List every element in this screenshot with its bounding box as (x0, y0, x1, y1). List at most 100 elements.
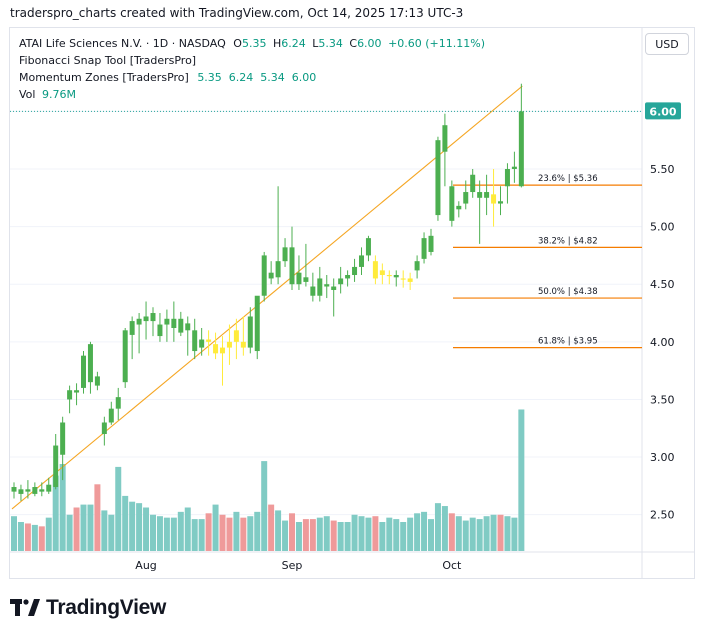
volume-bar (94, 484, 101, 551)
volume-bar (421, 511, 428, 551)
candle-body (442, 125, 448, 152)
volume-bar (73, 507, 80, 551)
candle-body (240, 341, 246, 348)
volume-bar (66, 514, 73, 551)
volume-bar (184, 507, 191, 551)
volume-bar (469, 517, 476, 551)
volume-bar (518, 409, 525, 551)
candle-body (456, 205, 462, 210)
volume-bar (428, 519, 434, 551)
candle-body (338, 278, 344, 285)
candle-body (400, 278, 406, 280)
volume-bar (337, 522, 344, 551)
candle-body (81, 355, 86, 388)
volume-bar (150, 514, 156, 551)
open-label: O (233, 37, 242, 50)
volume-bar (379, 522, 386, 551)
candle-body (32, 487, 38, 494)
candle-body (345, 274, 351, 279)
y-tick-label: 5.50 (650, 163, 675, 176)
volume-bar (295, 522, 302, 551)
volume-bar (358, 516, 365, 551)
candle-body (39, 489, 45, 492)
volume-bar (156, 516, 163, 551)
candle-body (206, 339, 212, 342)
candle-body (136, 318, 142, 325)
fib-level-label: 50.0% | $4.38 (538, 287, 598, 297)
tradingview-logo-icon (10, 599, 40, 616)
candle-body (108, 408, 114, 423)
volume-bar (282, 520, 289, 551)
candle-body (185, 323, 191, 331)
volume-bar (414, 513, 421, 551)
candle-body (428, 235, 434, 252)
candle-body (247, 316, 253, 348)
tradingview-logo[interactable]: TradingView (10, 596, 166, 620)
change-value: +0.60 (+11.11%) (388, 37, 486, 50)
candle-body (157, 324, 163, 337)
close-value: 6.00 (357, 37, 382, 50)
y-tick-label: 4.00 (650, 336, 675, 349)
chart-caption: traderspro_charts created with TradingVi… (10, 6, 464, 20)
candle-body (94, 376, 100, 386)
symbol-title[interactable]: ATAI Life Sciences N.V. · 1D · NASDAQ (19, 37, 226, 50)
volume-bar (233, 511, 240, 551)
candle-body (226, 341, 232, 348)
volume-bar (38, 526, 45, 551)
volume-bar (31, 524, 38, 551)
volume-bar (323, 516, 330, 551)
currency-button[interactable]: USD (645, 33, 689, 55)
volume-bar (309, 519, 316, 551)
candle-body (74, 390, 80, 393)
candle-body (171, 318, 177, 329)
candle-body (254, 295, 260, 352)
volume-bar (212, 504, 219, 551)
candle-body (518, 111, 524, 187)
volume-bar (448, 513, 455, 551)
candle-body (511, 166, 517, 169)
candle-body (275, 261, 281, 278)
volume-bar (17, 522, 24, 551)
y-tick-label: 5.00 (650, 221, 675, 234)
candle-body (470, 174, 476, 193)
low-label: L (312, 37, 319, 50)
volume-bar (198, 519, 205, 551)
volume-bar (52, 475, 59, 551)
volume-bar (24, 523, 31, 551)
legend-volume[interactable]: Vol 9.76M (19, 86, 485, 103)
volume-bar (289, 513, 295, 551)
candle-body (484, 192, 490, 198)
volume-bar (45, 517, 52, 551)
last-price-badge (645, 102, 681, 120)
last-price-badge-label: 6.00 (649, 105, 676, 118)
candle-body (46, 484, 52, 492)
candle-body (498, 201, 503, 204)
y-tick-label: 4.50 (650, 278, 675, 291)
tradingview-wordmark: TradingView (46, 596, 167, 619)
candle-body (53, 445, 59, 488)
candle-body (213, 344, 219, 354)
candle-body (352, 266, 358, 275)
volume-bar (59, 464, 66, 551)
candle-body (435, 140, 441, 216)
volume-bar (240, 517, 247, 551)
volume-bar (191, 519, 198, 551)
candle-body (11, 487, 17, 492)
candle-body (504, 168, 510, 187)
volume-bar (330, 520, 337, 551)
chart-frame (9, 27, 695, 579)
volume-bar (497, 514, 504, 551)
volume-bar (372, 516, 379, 551)
volume-bar (11, 516, 17, 551)
volume-bar (316, 517, 323, 551)
volume-bar (434, 503, 441, 551)
legend-indicator-fib[interactable]: Fibonacci Snap Tool [TradersPro] (19, 52, 485, 69)
legend-indicator-momentum[interactable]: Momentum Zones [TradersPro] 5.35 6.24 5.… (19, 69, 485, 86)
volume-bar (365, 517, 372, 551)
candle-body (282, 247, 288, 262)
volume-bar (122, 495, 129, 551)
open-value: 5.35 (241, 37, 267, 50)
candle-body (386, 274, 392, 277)
candle-body (101, 422, 107, 435)
